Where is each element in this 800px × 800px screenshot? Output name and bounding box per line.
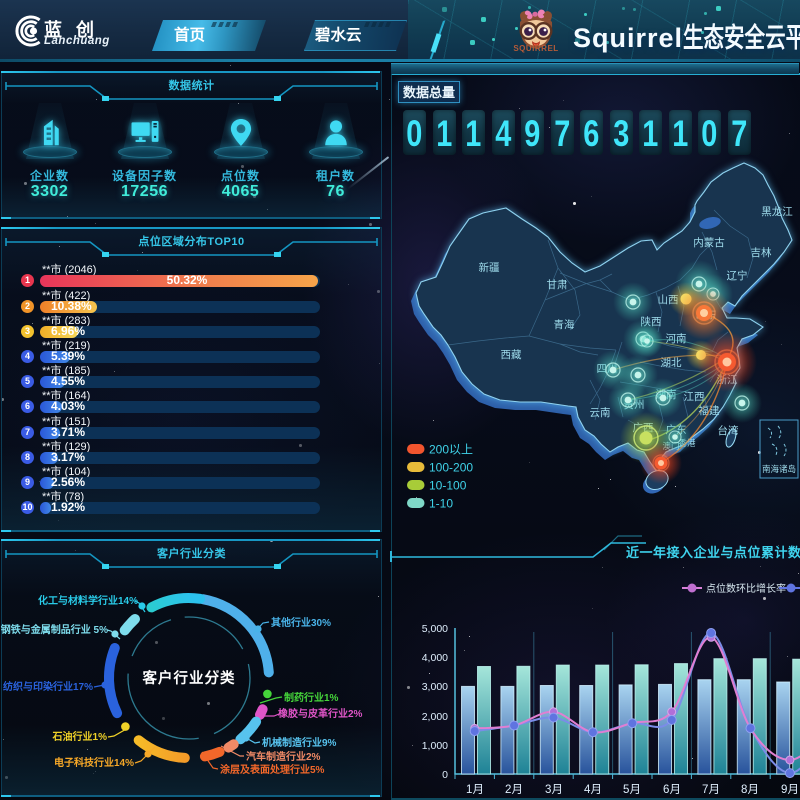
svg-text:辽宁: 辽宁 — [727, 269, 748, 282]
svg-text:近一年接入企业与点位累计数: 近一年接入企业与点位累计数 — [626, 545, 800, 560]
svg-text:客户行业分类: 客户行业分类 — [142, 669, 236, 687]
svg-text:5,000: 5,000 — [422, 623, 448, 635]
svg-text:100-200: 100-200 — [429, 461, 473, 475]
svg-text:涂层及表面处理行业5%: 涂层及表面处理行业5% — [220, 763, 325, 776]
svg-text:10-100: 10-100 — [429, 479, 467, 493]
svg-text:5月: 5月 — [623, 784, 641, 796]
svg-text:制药行业1%: 制药行业1% — [284, 691, 339, 704]
svg-text:钢铁与金属制品行业 5%: 钢铁与金属制品行业 5% — [1, 623, 108, 636]
svg-text:4月: 4月 — [584, 784, 602, 796]
svg-text:台湾: 台湾 — [718, 424, 739, 437]
svg-text:青海: 青海 — [554, 318, 575, 331]
svg-text:内蒙古: 内蒙古 — [693, 236, 725, 249]
svg-text:电子科技行业14%: 电子科技行业14% — [54, 756, 134, 769]
svg-text:吉林: 吉林 — [751, 246, 772, 259]
svg-text:江西: 江西 — [684, 391, 705, 403]
svg-text:3,000: 3,000 — [422, 681, 448, 693]
svg-text:6月: 6月 — [663, 784, 681, 796]
svg-text:2月: 2月 — [505, 784, 523, 796]
svg-text:其他行业30%: 其他行业30% — [271, 616, 331, 629]
svg-text:9月: 9月 — [781, 784, 799, 796]
svg-text:橡胶与皮革行业2%: 橡胶与皮革行业2% — [278, 707, 363, 720]
svg-text:0: 0 — [442, 769, 448, 781]
svg-text:2,000: 2,000 — [422, 711, 448, 723]
svg-text:南海诸岛: 南海诸岛 — [762, 464, 796, 474]
svg-text:西藏: 西藏 — [501, 349, 522, 361]
svg-text:河南: 河南 — [666, 332, 687, 345]
svg-text:汽车制造行业2%: 汽车制造行业2% — [246, 750, 321, 763]
svg-text:1月: 1月 — [466, 784, 484, 796]
svg-text:甘肃: 甘肃 — [547, 278, 568, 291]
svg-text:机械制造行业9%: 机械制造行业9% — [262, 736, 337, 749]
svg-text:新疆: 新疆 — [479, 261, 500, 274]
svg-text:1-10: 1-10 — [429, 497, 453, 511]
svg-text:云南: 云南 — [590, 406, 611, 419]
svg-text:8月: 8月 — [741, 784, 759, 796]
svg-text:黑龙江: 黑龙江 — [761, 205, 793, 218]
svg-text:7月: 7月 — [702, 784, 720, 796]
svg-text:3月: 3月 — [545, 784, 563, 796]
svg-text:点位数环比增长率: 点位数环比增长率 — [706, 582, 786, 595]
svg-text:纺织与印染行业17%: 纺织与印染行业17% — [3, 680, 93, 693]
svg-text:200以上: 200以上 — [429, 443, 473, 457]
svg-text:4,000: 4,000 — [422, 652, 448, 664]
svg-text:湖北: 湖北 — [661, 357, 682, 369]
svg-text:石油行业1%: 石油行业1% — [52, 730, 108, 743]
svg-text:化工与材料学行业14%: 化工与材料学行业14% — [38, 594, 138, 607]
svg-text:1,000: 1,000 — [422, 740, 448, 752]
